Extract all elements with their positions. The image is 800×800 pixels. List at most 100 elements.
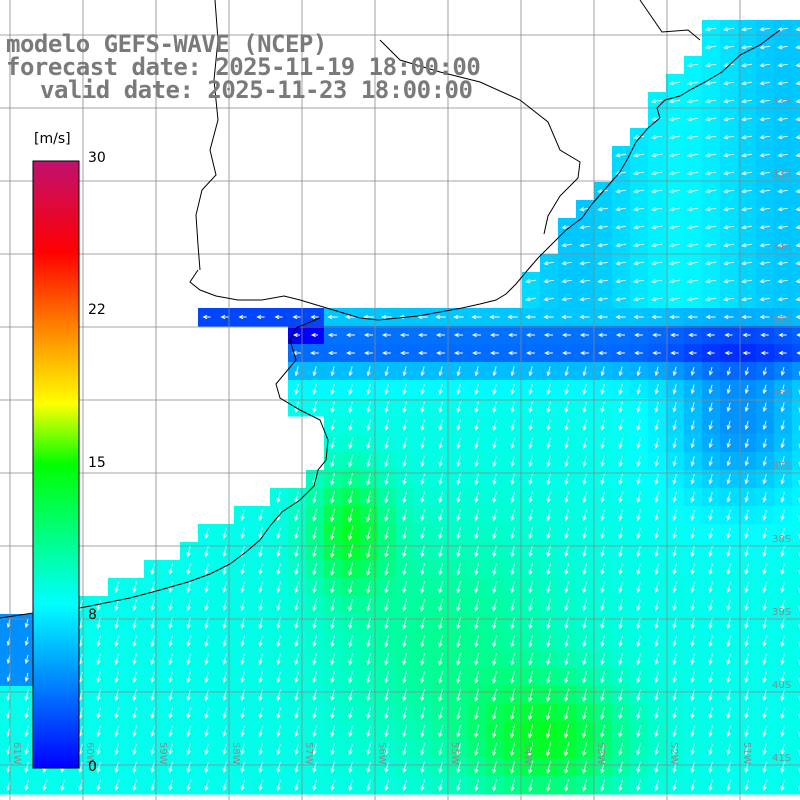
- wind-arrow: [704, 207, 717, 212]
- wind-arrow: [672, 545, 677, 558]
- wind-arrow: [618, 779, 623, 792]
- wind-arrow: [312, 653, 317, 666]
- wind-arrow: [330, 743, 335, 756]
- border-north: [639, 0, 701, 41]
- wind-arrow: [474, 383, 479, 396]
- wind-arrow: [366, 401, 371, 414]
- wind-arrow: [204, 635, 209, 648]
- wind-arrow: [96, 671, 101, 684]
- lon-label: 57W: [303, 742, 314, 765]
- wind-arrow: [240, 563, 245, 576]
- wind-arrow: [780, 671, 785, 684]
- wind-arrow: [348, 419, 353, 432]
- wind-arrow: [492, 563, 497, 576]
- lon-label: 60W: [84, 742, 95, 765]
- wind-arrow: [276, 761, 281, 774]
- wind-arrow: [615, 243, 626, 248]
- wind-arrow: [402, 581, 407, 594]
- wind-arrow: [186, 743, 191, 756]
- wind-arrow: [762, 384, 767, 395]
- wind-arrow: [528, 563, 533, 576]
- wind-arrow: [204, 527, 209, 540]
- wind-arrow: [690, 402, 695, 413]
- wind-arrow: [723, 261, 734, 266]
- wind-arrow: [384, 526, 389, 541]
- wind-arrow: [795, 63, 800, 68]
- wind-arrow: [615, 314, 626, 320]
- wind-arrow: [240, 671, 245, 684]
- wind-arrow: [636, 707, 641, 720]
- wind-arrow: [723, 135, 734, 140]
- wind-arrow: [330, 473, 335, 486]
- wind-arrow: [168, 779, 173, 792]
- wind-arrow: [618, 761, 623, 774]
- wind-arrow: [456, 652, 461, 666]
- wind-arrow: [474, 670, 479, 684]
- wind-cell: [792, 236, 800, 255]
- wind-arrow: [24, 672, 29, 683]
- wind-cell: [792, 38, 800, 57]
- wind-arrow: [726, 492, 731, 503]
- wind-arrow: [744, 761, 749, 774]
- wind-arrow: [564, 635, 569, 648]
- wind-arrow: [762, 492, 767, 503]
- wind-arrow: [654, 653, 659, 666]
- wind-arrow: [672, 563, 677, 576]
- wind-arrow: [366, 366, 371, 377]
- wind-arrow: [348, 635, 353, 648]
- wind-arrow: [564, 653, 569, 666]
- wind-arrow: [618, 563, 623, 576]
- wind-arrow: [762, 509, 767, 521]
- wind-arrow: [726, 707, 731, 720]
- wind-arrow: [704, 45, 717, 50]
- wind-arrow: [741, 63, 752, 68]
- wind-cell: [792, 290, 800, 309]
- wind-arrow: [582, 724, 588, 739]
- wind-arrow: [615, 207, 626, 212]
- wind-arrow: [328, 350, 337, 356]
- wind-arrow: [579, 332, 589, 338]
- wind-arrow: [668, 99, 681, 104]
- wind-arrow: [780, 689, 785, 702]
- wind-arrow: [420, 437, 425, 450]
- wind-arrow: [726, 563, 731, 576]
- wind-arrow: [690, 420, 695, 431]
- wind-arrow: [420, 509, 425, 522]
- lon-label: 56W: [376, 742, 387, 765]
- wind-arrow: [402, 671, 407, 684]
- wind-arrow: [402, 509, 407, 522]
- wind-arrow: [132, 599, 137, 612]
- wind-arrow: [704, 189, 717, 194]
- wind-arrow: [312, 689, 317, 702]
- wind-arrow: [636, 689, 641, 702]
- wind-arrow: [492, 706, 498, 721]
- wind-arrow: [582, 509, 587, 522]
- wind-arrow: [438, 545, 443, 558]
- wind-arrow: [276, 689, 281, 702]
- wind-arrow: [672, 491, 677, 504]
- wind-cell: [792, 686, 800, 705]
- wind-arrow: [330, 419, 335, 432]
- wind-arrow: [546, 527, 551, 540]
- wind-arrow: [330, 689, 335, 702]
- wind-arrow: [708, 779, 713, 792]
- wind-arrow: [114, 725, 119, 738]
- wind-arrow: [708, 599, 713, 612]
- wind-arrow: [618, 419, 623, 432]
- wind-arrow: [708, 635, 713, 648]
- wind-arrow: [708, 761, 713, 774]
- wind-arrow: [618, 635, 623, 648]
- wind-arrow: [168, 707, 173, 720]
- wind-arrow: [492, 635, 497, 648]
- wind-arrow: [525, 279, 536, 284]
- wind-cell: [792, 110, 800, 129]
- wind-arrow: [24, 725, 29, 738]
- wind-arrow: [744, 545, 749, 558]
- wind-arrow: [474, 760, 479, 774]
- wind-arrow: [546, 491, 551, 504]
- wind-arrow: [258, 779, 263, 792]
- wind-arrow: [204, 707, 209, 720]
- wind-arrow: [600, 581, 605, 594]
- wind-arrow: [312, 779, 317, 792]
- wind-arrow: [492, 724, 498, 739]
